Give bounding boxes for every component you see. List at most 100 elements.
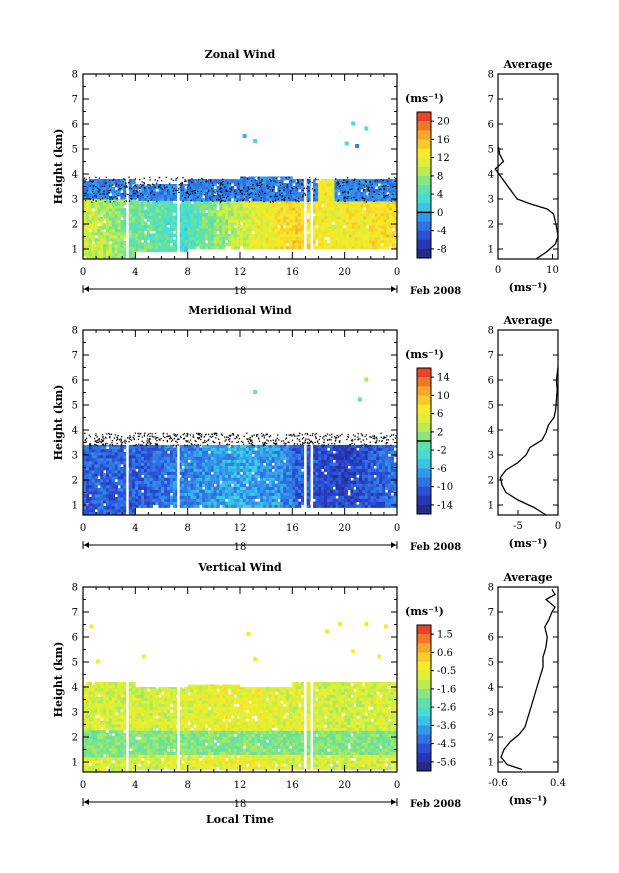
heatmap-cell-5	[389, 198, 393, 202]
heatmap-cell-4	[292, 201, 296, 205]
heatmap-cell-5	[380, 231, 384, 235]
heatmap-cell-4	[295, 237, 299, 241]
heatmap-cell-3	[242, 228, 247, 232]
heatmap-cell-0	[117, 232, 121, 236]
contour-mark	[224, 200, 226, 202]
heatmap-cell-2	[225, 495, 229, 499]
heatmap-cell-5	[348, 246, 353, 250]
heatmap-cell-5	[366, 213, 370, 217]
heatmap-cell-5	[380, 179, 384, 181]
heatmap-cell-5	[377, 189, 381, 193]
heatmap-cell-5	[357, 195, 361, 199]
heatmap-cell-1	[138, 185, 142, 189]
heatmap-cell-3	[291, 183, 293, 187]
heatmap-cell-3	[248, 228, 252, 232]
heatmap-cell-3	[248, 453, 252, 457]
heatmap-cell-1	[161, 468, 165, 472]
heatmap-cell-2	[216, 189, 220, 193]
heatmap-cell-5	[371, 179, 376, 181]
heatmap-cell-5	[348, 231, 353, 235]
heatmap-cell-2	[228, 243, 232, 247]
heatmap-cell-1	[167, 233, 171, 237]
heatmap-cell-0	[97, 512, 101, 515]
heatmap-cell-4	[318, 207, 322, 211]
heatmap-cell-2	[228, 498, 232, 502]
heatmap-cell-2	[207, 213, 212, 217]
contour-mark	[393, 176, 396, 179]
heatmap-cell-4	[315, 228, 319, 232]
contour-mark	[225, 189, 227, 191]
heatmap-cell-5	[366, 222, 370, 226]
heatmap-cell-3	[265, 501, 270, 505]
heatmap-cell-2	[225, 179, 229, 181]
heatmap-cell-3	[248, 445, 252, 448]
heatmap-cell-0	[94, 220, 98, 224]
heatmap-cell-0	[100, 232, 104, 236]
heatmap-cell-3	[248, 450, 252, 454]
heatmap-cell-4	[298, 180, 302, 184]
heatmap-cell-1	[144, 492, 148, 496]
heatmap-cell-5	[348, 240, 353, 244]
heatmap-cell-2	[219, 216, 223, 220]
heatmap-cell-0	[111, 253, 116, 257]
heatmap-cell-2	[225, 501, 229, 505]
heatmap-cell-5	[334, 204, 338, 208]
heatmap-cell-2	[204, 480, 209, 484]
heatmap-cell-5	[371, 180, 376, 184]
heatmap-cell-0	[94, 473, 98, 477]
heatmap-cell-2	[202, 462, 206, 466]
heatmap-cell-0	[111, 470, 116, 474]
heatmap-cell-2	[222, 450, 226, 454]
heatmap-cell-2	[228, 462, 232, 466]
heatmap-cell-0	[131, 253, 136, 257]
contour-mark	[211, 188, 213, 190]
heatmap-cell-3	[274, 207, 278, 211]
heatmap-cell-3	[268, 231, 273, 235]
heatmap-cell-5	[360, 234, 364, 238]
heatmap-cell-0	[123, 476, 127, 480]
heatmap-cell-3	[280, 477, 284, 481]
heatmap-cell-2	[219, 486, 223, 490]
heatmap-cell-0	[131, 196, 136, 200]
heatmap-cell-2	[193, 459, 197, 463]
heatmap-cell-1	[164, 445, 168, 448]
heatmap-cell-0	[100, 241, 104, 245]
contour-mark	[194, 192, 196, 194]
heatmap-cell-1	[144, 471, 148, 475]
heatmap-cell-0	[88, 446, 93, 450]
heatmap-cell-2	[187, 462, 191, 466]
x-tick-label: 20	[338, 267, 351, 278]
heatmap-cell-4	[315, 204, 319, 208]
heatmap-cell-1	[167, 501, 171, 505]
heatmap-cell-2	[239, 179, 241, 181]
contour-mark	[364, 180, 367, 182]
heatmap-cell-0	[100, 211, 104, 215]
heatmap-cell-1	[181, 200, 185, 204]
heatmap-cell-1	[167, 504, 171, 508]
heatmap-cell-2	[225, 192, 229, 196]
heatmap-cell-1	[167, 230, 171, 234]
heatmap-cell-1	[181, 495, 185, 499]
contour-mark	[161, 179, 163, 182]
heatmap-cell-4	[298, 179, 302, 181]
heatmap-cell-3	[271, 219, 275, 223]
heatmap-cell-2	[230, 207, 235, 211]
contour-mark	[339, 185, 342, 187]
heatmap-cell-0	[117, 238, 121, 242]
heatmap-cell-5	[371, 225, 376, 229]
heatmap-cell-5	[394, 219, 397, 223]
heatmap-cell-3	[242, 216, 247, 220]
heatmap-cell-1	[135, 233, 139, 237]
heatmap-cell-3	[257, 234, 261, 238]
heatmap-cell-3	[286, 201, 290, 205]
heatmap-cell-2	[222, 504, 226, 508]
heatmap-cell-0	[120, 250, 124, 254]
contour-mark	[125, 185, 128, 187]
heatmap-cell-3	[251, 489, 255, 493]
contour-mark	[102, 197, 104, 199]
heatmap-cell-3	[245, 237, 250, 241]
heatmap-cell-3	[268, 213, 273, 217]
heatmap-cell-2	[239, 445, 241, 448]
heatmap-cell-5	[348, 225, 353, 229]
heatmap-cell-5	[331, 225, 335, 229]
